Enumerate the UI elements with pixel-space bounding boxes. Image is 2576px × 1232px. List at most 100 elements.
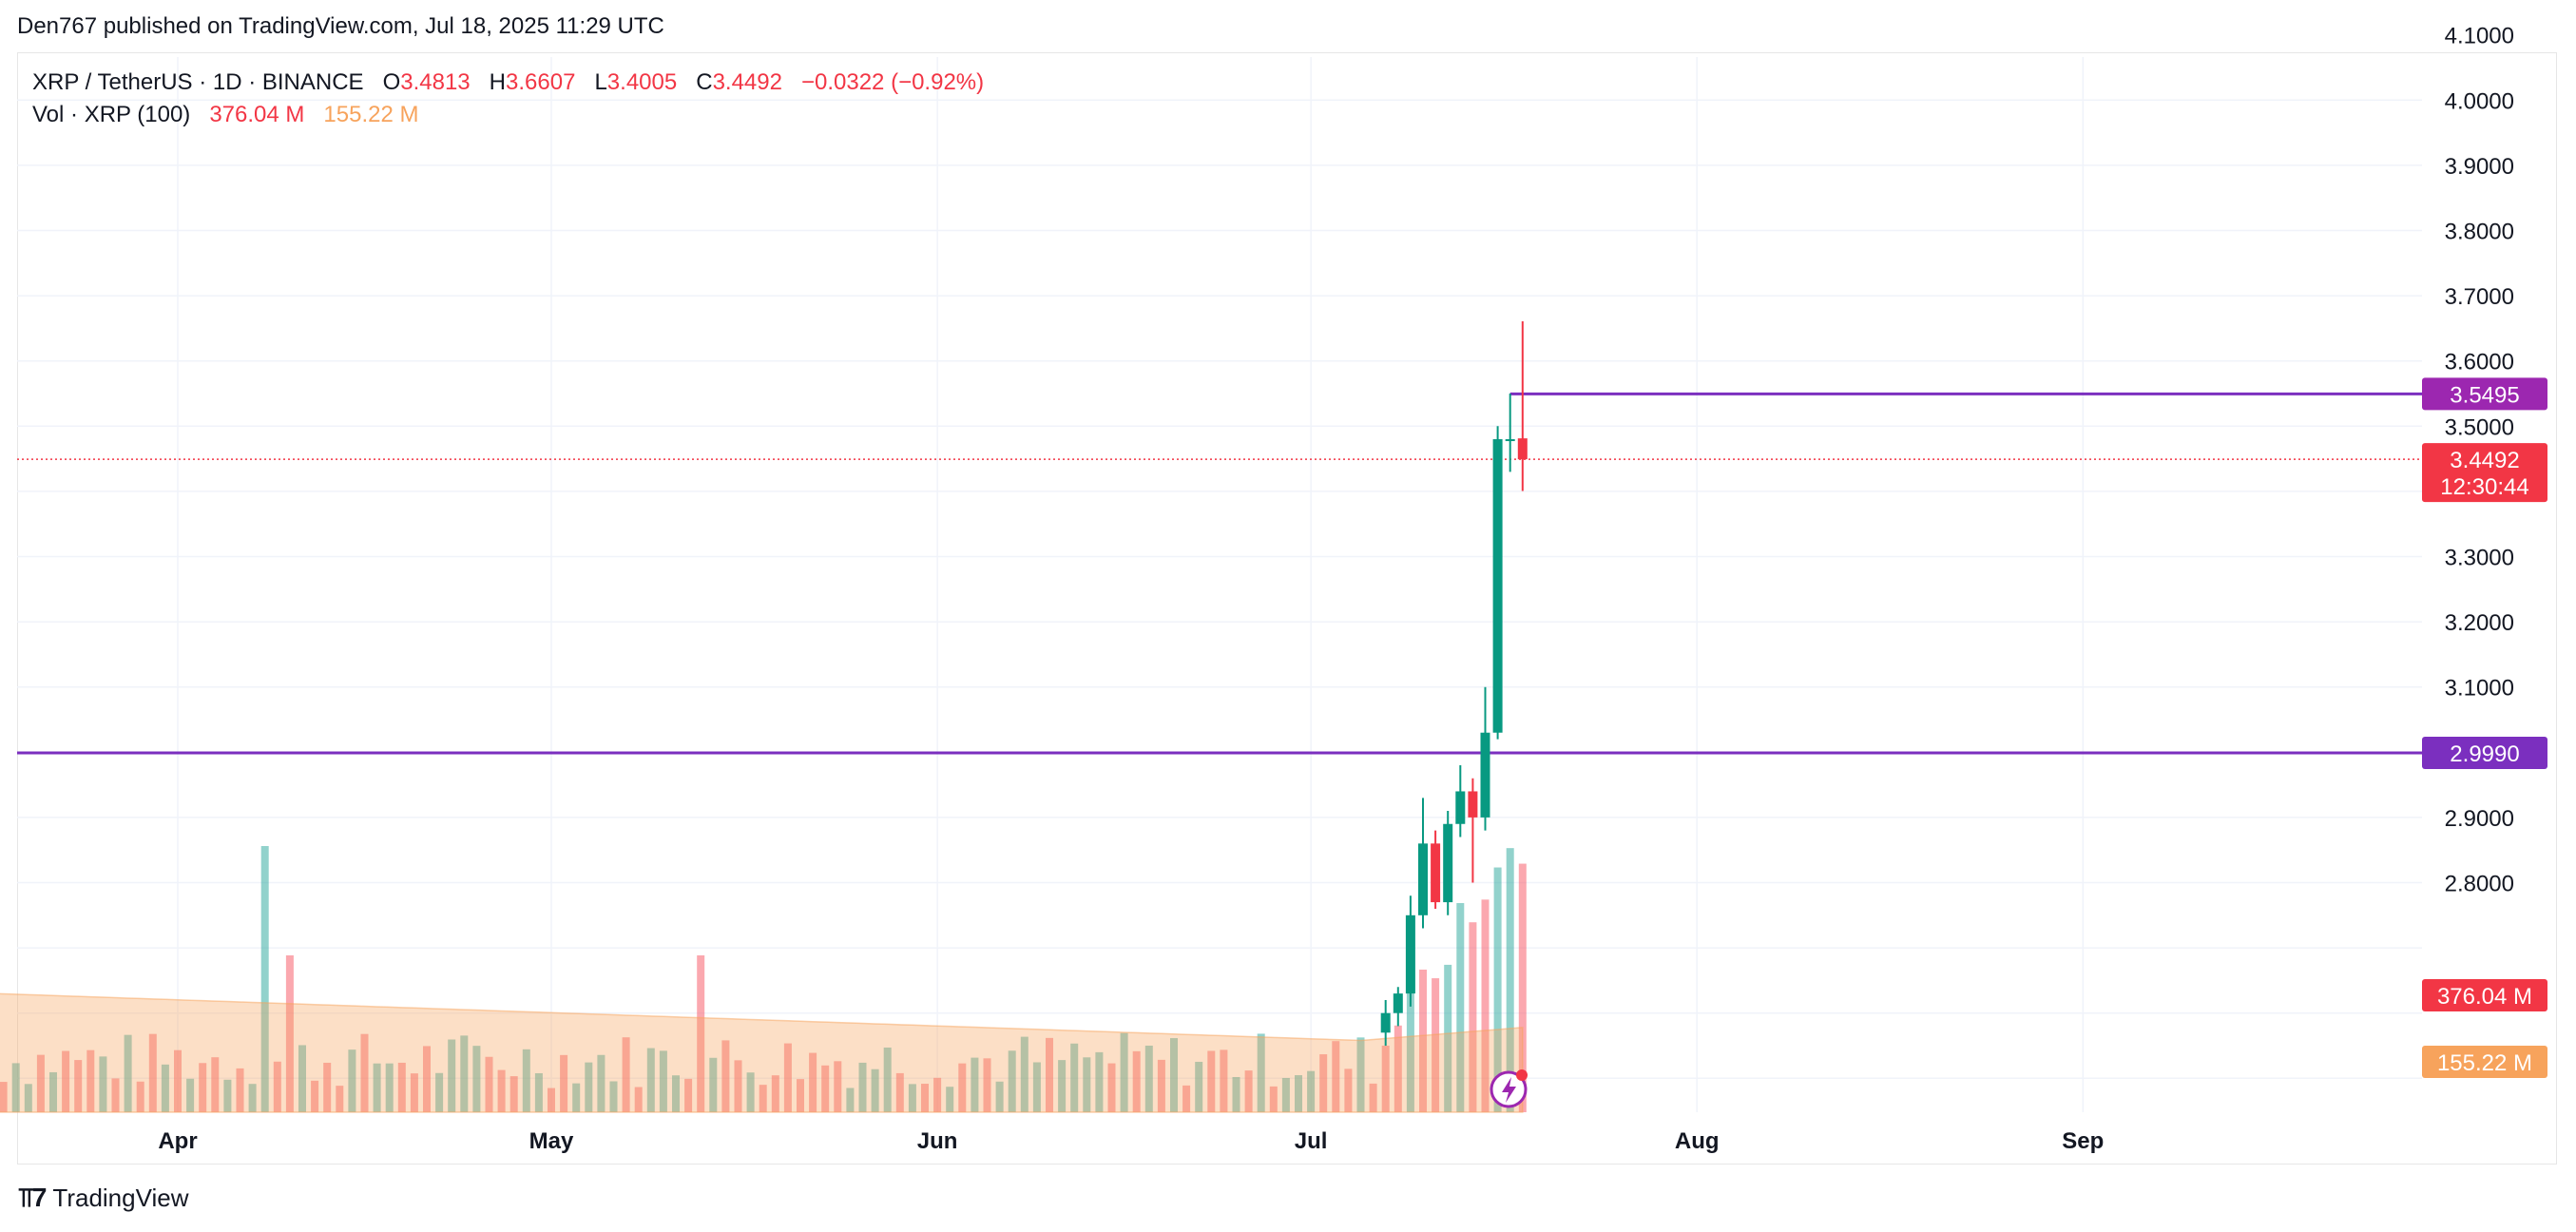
volume-bar (460, 1035, 469, 1112)
volume-bar (62, 1050, 70, 1112)
legend-close-label: C (696, 69, 713, 95)
time-tick-label: Sep (2062, 1128, 2104, 1154)
volume-bar (1046, 1037, 1053, 1112)
level-badge (2422, 377, 2547, 411)
volume-bar (311, 1080, 319, 1112)
volume-bar (821, 1065, 830, 1112)
legend-high-value: 3.6607 (506, 69, 576, 95)
candle-body (1492, 439, 1503, 733)
volume-bar (697, 955, 705, 1112)
volume-bar (11, 1063, 20, 1112)
volume-bar (771, 1075, 779, 1112)
volume-bar (1344, 1068, 1353, 1112)
ohlc-row: XRP / TetherUS · 1D · BINANCE O3.4813 H3… (32, 67, 984, 99)
volume-bar (548, 1088, 555, 1112)
volume-bar (1469, 922, 1477, 1112)
volume-bar (971, 1057, 979, 1112)
time-axis: Apr May Jun Jul Aug Sep (158, 1128, 2104, 1154)
legend-low-label: L (594, 69, 607, 95)
time-tick-label: May (529, 1128, 574, 1154)
volume-bar (1257, 1033, 1265, 1112)
legend-symbol[interactable]: XRP / TetherUS · 1D · BINANCE (32, 69, 364, 95)
volume-bar (1220, 1049, 1228, 1112)
legend-high-label: H (489, 69, 507, 95)
volume-bar (783, 1043, 792, 1112)
volume-bar (1369, 1083, 1377, 1112)
chart-frame (17, 52, 2557, 1165)
candle-body (1443, 823, 1453, 903)
volume-ma-badge-label: 155.22 M (2437, 1050, 2532, 1076)
volume-bar (148, 1033, 157, 1112)
volume-bar (1381, 1045, 1390, 1112)
price-tick-label: 3.2000 (2445, 610, 2514, 636)
volume-bar (360, 1033, 369, 1112)
volume-bar (933, 1077, 942, 1112)
volume-bar (1195, 1061, 1203, 1112)
legend-open-value: 3.4813 (400, 69, 471, 95)
volume-bar (223, 1079, 232, 1112)
volume-bar (136, 1081, 144, 1112)
volume-bar (646, 1048, 655, 1112)
volume-bar (721, 1040, 730, 1112)
footer-brand[interactable]: TradingView (52, 1184, 189, 1212)
flash-icon[interactable] (1490, 1069, 1528, 1108)
legend-volume-value: 376.04 M (209, 102, 305, 127)
legend-volume-label[interactable]: Vol · XRP (100) (32, 102, 191, 127)
publication-header: Den767 published on TradingView.com, Jul… (17, 13, 664, 40)
last-price-badge-label: 12:30:44 (2440, 474, 2528, 500)
volume-bar (385, 1063, 394, 1112)
volume-bars (0, 846, 1527, 1112)
volume-bar (895, 1072, 904, 1112)
price-tick-label: 3.1000 (2445, 676, 2514, 702)
volume-bar (1170, 1038, 1178, 1112)
volume-bar (99, 1056, 107, 1112)
candle-body (1505, 439, 1515, 442)
footer: ⫪7 TradingView (19, 1183, 188, 1214)
volume-bar (1419, 969, 1427, 1112)
volume-bar (734, 1060, 742, 1112)
price-axis: 4.1000 4.0000 3.9000 3.8000 3.7000 3.6000 3.50… (2445, 24, 2514, 897)
tradingview-logo-icon[interactable]: ⫪7 (19, 1183, 47, 1212)
volume-bar (1058, 1060, 1067, 1112)
volume-bar (1406, 992, 1414, 1112)
legend-open-label: O (382, 69, 401, 95)
price-tick-label: 3.3000 (2445, 546, 2514, 571)
volume-bar (1008, 1050, 1016, 1112)
volume-bar (858, 1062, 867, 1112)
volume-bar (336, 1086, 344, 1112)
volume-bar (1107, 1063, 1116, 1112)
volume-bar (1032, 1062, 1041, 1112)
horizontal-levels (17, 392, 2422, 755)
volume-bar (572, 1083, 581, 1112)
price-tick-label: 3.8000 (2445, 220, 2514, 245)
volume-bar (435, 1072, 444, 1112)
volume-bar (1144, 1045, 1153, 1112)
volume-bar (410, 1073, 418, 1112)
volume-bar (995, 1081, 1004, 1112)
volume-bar (1083, 1057, 1091, 1112)
volume-bar (273, 1061, 281, 1112)
volume-bar (634, 1087, 643, 1112)
volume-bar (423, 1046, 431, 1112)
volume-bar (1456, 903, 1465, 1112)
candle-body (1393, 993, 1403, 1013)
volume-bar (1394, 1025, 1402, 1112)
volume-bar (497, 1069, 506, 1112)
time-tick-label: Jun (917, 1128, 958, 1154)
volume-bar (609, 1081, 618, 1112)
volume-bar (74, 1060, 83, 1112)
volume-bar (186, 1078, 195, 1112)
volume-bar (1182, 1085, 1191, 1112)
volume-bar (1207, 1050, 1216, 1112)
volume-bar (809, 1052, 817, 1112)
volume-bar (883, 1047, 892, 1112)
volume-bar (946, 1087, 954, 1112)
volume-bar (672, 1075, 680, 1112)
volume-bar (522, 1049, 530, 1112)
candle-body (1480, 732, 1490, 818)
volume-bar (746, 1072, 755, 1112)
volume-ma-area (0, 992, 1524, 1113)
volume-bar (1493, 867, 1502, 1112)
last-price-badge-label: 3.4492 (2450, 448, 2519, 473)
